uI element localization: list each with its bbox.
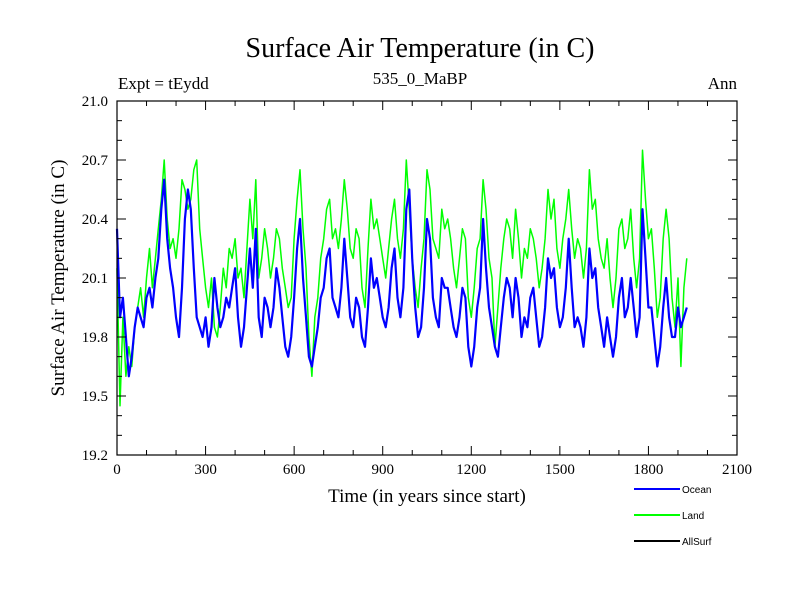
y-tick-label: 19.8 (82, 330, 108, 346)
tick-layer (116, 100, 738, 456)
y-tick-label: 19.5 (82, 389, 108, 405)
y-tick-label: 20.7 (82, 153, 109, 169)
legend-label-land: Land (682, 511, 704, 522)
series-layer (115, 149, 688, 407)
series-line-ocean (115, 178, 688, 378)
y-tick-label: 19.2 (82, 448, 108, 464)
x-tick-label: 600 (283, 462, 306, 478)
x-tick-label: 2100 (722, 462, 752, 478)
legend: Ocean Land AllSurf (634, 485, 712, 548)
legend-label-allsurf: AllSurf (682, 537, 712, 548)
x-tick-label: 0 (113, 462, 121, 478)
x-tick-label: 1200 (456, 462, 486, 478)
chart-subtitle-center: 535_0_MaBP (373, 69, 467, 88)
y-tick-label: 20.1 (82, 271, 108, 287)
chart-subtitle-right: Ann (708, 74, 738, 93)
x-axis-label: Time (in years since start) (328, 486, 526, 507)
legend-label-ocean: Ocean (682, 485, 711, 496)
y-axis-label: Surface Air Temperature (in C) (48, 160, 69, 397)
y-tick-label: 20.4 (82, 212, 109, 228)
plot-frame (116, 100, 738, 456)
chart-subtitle-left: Expt = tEydd (118, 74, 209, 93)
series-line-land (116, 149, 688, 407)
y-tick-label: 21.0 (82, 94, 108, 110)
x-tick-label: 1500 (545, 462, 575, 478)
tick-label-layer: 0 300 600 900 1200 1500 1800 2100 19.2 19.5 19.8 20… (82, 94, 752, 478)
x-tick-label: 300 (194, 462, 217, 478)
x-tick-label: 1800 (633, 462, 663, 478)
x-tick-label: 900 (371, 462, 394, 478)
chart-title: Surface Air Temperature (in C) (246, 33, 595, 64)
